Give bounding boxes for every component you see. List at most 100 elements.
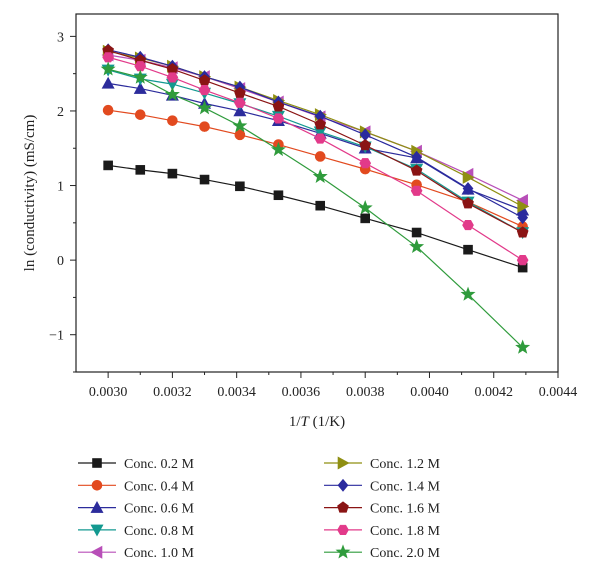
legend-marker xyxy=(90,524,104,537)
data-point xyxy=(515,339,531,354)
series-conc-1-4-m xyxy=(102,43,529,225)
x-tick-label: 0.0042 xyxy=(474,385,513,400)
legend-label: Conc. 0.2 M xyxy=(124,457,195,472)
legend-label: Conc. 1.0 M xyxy=(124,546,195,561)
data-point xyxy=(411,227,422,238)
x-axis-label-prefix: 1/ xyxy=(289,414,302,430)
data-point xyxy=(463,244,473,255)
data-point xyxy=(135,165,146,175)
data-point xyxy=(462,197,474,209)
legend-label: Conc. 1.8 M xyxy=(370,524,441,539)
data-point xyxy=(312,168,328,183)
series-conc-1-8-m xyxy=(102,52,529,266)
data-point xyxy=(516,226,529,238)
series-layer xyxy=(100,43,531,354)
data-point xyxy=(134,109,146,120)
legend-label: Conc. 1.6 M xyxy=(370,502,441,517)
x-axis: 0.0030 0.0032 0.0034 0.0036 0.0038 0.0040 0.00… xyxy=(89,372,577,400)
data-point xyxy=(199,121,210,132)
data-point xyxy=(411,150,423,164)
legend-label: Conc. 0.6 M xyxy=(124,502,195,517)
series-conc-2-0-m xyxy=(100,61,531,354)
series-line xyxy=(108,82,523,211)
y-tick-label: 3 xyxy=(57,30,64,45)
data-point xyxy=(235,181,245,192)
x-tick-label: 0.0044 xyxy=(539,385,578,400)
plot-frame xyxy=(75,13,559,373)
data-point xyxy=(517,211,529,225)
data-point xyxy=(462,220,474,231)
data-point xyxy=(410,185,423,196)
series-line xyxy=(107,56,523,261)
legend-item: Conc. 1.4 M xyxy=(324,478,441,494)
legend-marker xyxy=(337,478,349,492)
x-tick-label: 0.0036 xyxy=(282,385,321,400)
y-tick-label: 2 xyxy=(57,105,64,120)
data-point xyxy=(103,160,113,171)
legend-item: Conc. 0.4 M xyxy=(78,479,195,494)
y-tick-label: −1 xyxy=(49,329,64,344)
x-axis-label: 1/T (1/K) xyxy=(289,414,345,430)
series-line xyxy=(108,164,523,269)
y-tick-label: 1 xyxy=(57,180,64,195)
legend-marker xyxy=(337,524,349,535)
data-point xyxy=(272,100,285,112)
data-point xyxy=(167,115,178,126)
legend: Conc. 0.2 M Conc. 0.4 M Conc. 0.6 M Conc. 0… xyxy=(78,456,441,561)
data-point xyxy=(232,118,248,133)
x-tick-label: 0.0038 xyxy=(346,385,385,400)
legend-item: Conc. 1.0 M xyxy=(78,545,195,561)
data-point xyxy=(409,238,425,254)
data-point xyxy=(517,199,530,213)
legend-label: Conc. 1.4 M xyxy=(370,479,441,494)
data-point xyxy=(273,190,284,201)
legend-item: Conc. 2.0 M xyxy=(324,544,441,561)
plot-area: 0.0030 0.0032 0.0034 0.0036 0.0038 0.0040 0.00… xyxy=(49,13,577,400)
data-point xyxy=(102,104,114,116)
data-point xyxy=(272,113,285,124)
data-point xyxy=(357,200,373,215)
data-point xyxy=(133,81,147,94)
data-point xyxy=(134,61,147,72)
legend-label: Conc. 2.0 M xyxy=(370,546,441,561)
data-point xyxy=(359,158,372,169)
data-point xyxy=(314,118,327,130)
data-point xyxy=(101,76,115,89)
legend-item: Conc. 0.8 M xyxy=(78,524,195,539)
legend-marker xyxy=(337,456,350,470)
data-point xyxy=(270,141,286,157)
series-conc-1-6-m xyxy=(102,44,529,238)
legend-label: Conc. 1.2 M xyxy=(370,457,441,472)
legend-label: Conc. 0.8 M xyxy=(124,524,195,539)
data-point xyxy=(314,133,327,144)
legend-marker xyxy=(92,458,102,468)
x-axis-label-suffix: (1/K) xyxy=(309,414,345,430)
data-point xyxy=(132,69,148,84)
x-tick-label: 0.0034 xyxy=(217,385,256,400)
legend-marker xyxy=(90,500,104,513)
data-point xyxy=(315,200,326,211)
y-axis: 3 2 1 0 −1 xyxy=(49,30,76,373)
data-point xyxy=(234,129,246,141)
data-point xyxy=(462,170,475,184)
data-point xyxy=(197,100,213,115)
data-point xyxy=(410,164,423,176)
legend-marker xyxy=(335,544,351,559)
y-tick-label: 0 xyxy=(57,254,64,269)
data-point xyxy=(100,61,116,76)
data-point xyxy=(462,182,474,195)
x-axis-label-symbol: T xyxy=(301,414,311,430)
legend-marker xyxy=(337,501,349,513)
series-conc-0-2-m xyxy=(103,160,528,273)
x-tick-label: 0.0040 xyxy=(410,385,449,400)
data-point xyxy=(198,85,211,96)
legend-item: Conc. 0.6 M xyxy=(78,500,195,517)
legend-item: Conc. 0.2 M xyxy=(78,457,195,472)
data-point xyxy=(166,72,179,83)
data-point xyxy=(164,86,180,101)
data-point xyxy=(359,139,372,151)
x-tick-label: 0.0032 xyxy=(153,385,192,400)
data-point xyxy=(460,286,476,301)
x-tick-label: 0.0030 xyxy=(89,385,128,400)
legend-item: Conc. 1.2 M xyxy=(324,456,441,472)
